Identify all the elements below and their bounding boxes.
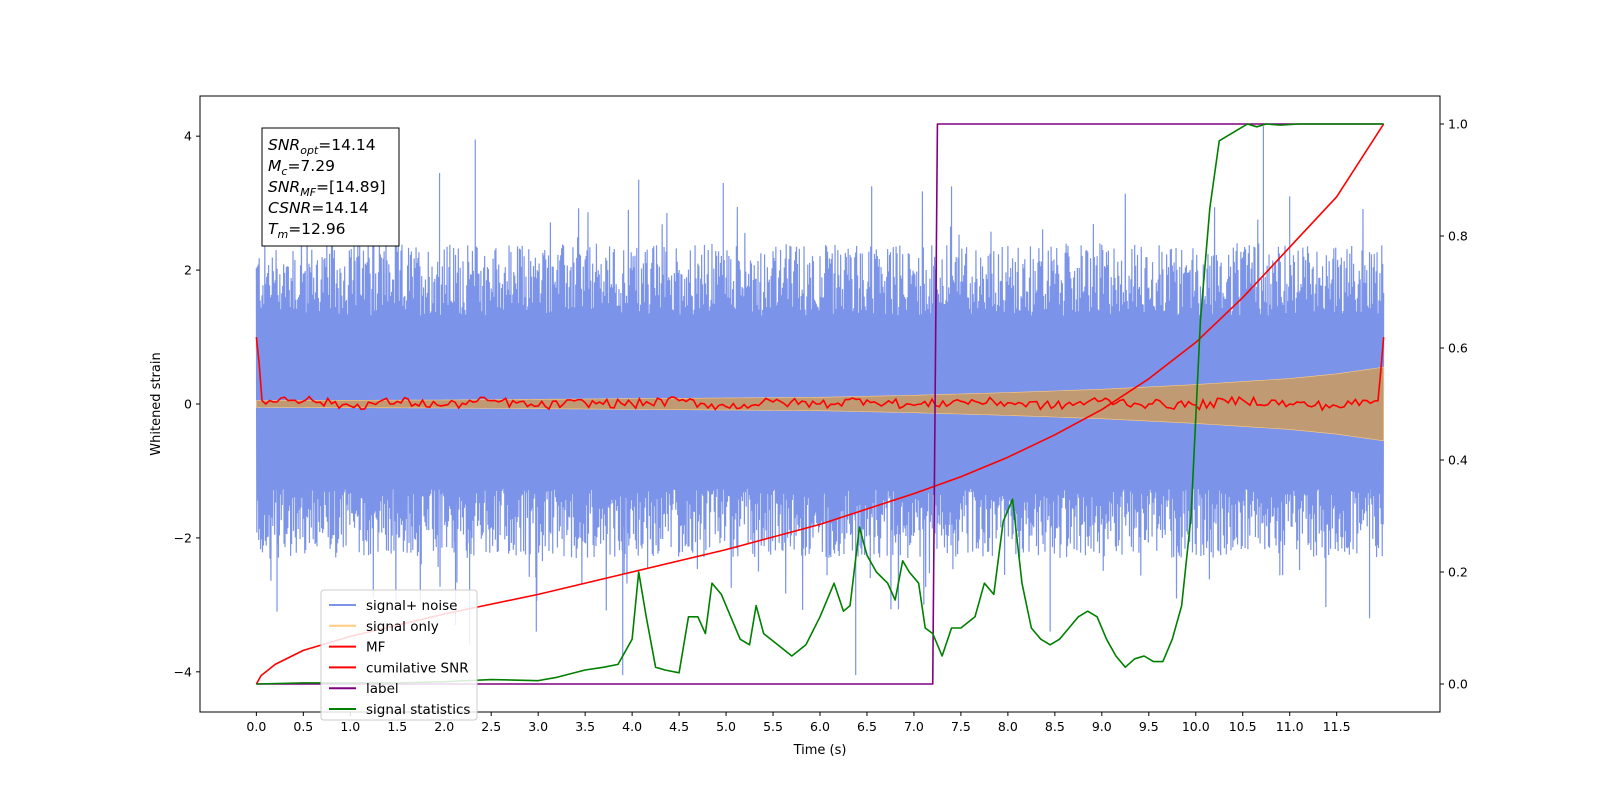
info-value: =14.14 bbox=[318, 136, 375, 154]
info-subscript: MF bbox=[300, 186, 316, 199]
info-subscript: opt bbox=[300, 144, 319, 157]
info-line: Tm=12.96 bbox=[268, 220, 346, 241]
y-axis-label: Whitened strain bbox=[149, 352, 164, 455]
x-tick-label: 2.0 bbox=[434, 719, 454, 734]
x-tick-label: 5.5 bbox=[763, 719, 783, 734]
x-tick-label: 0.5 bbox=[293, 719, 313, 734]
info-line: SNRopt=14.14 bbox=[268, 136, 376, 157]
x-tick-label: 0.0 bbox=[246, 719, 266, 734]
x-tick-label: 9.5 bbox=[1139, 719, 1159, 734]
y-tick-label: −2 bbox=[174, 530, 192, 545]
x-tick-label: 10.0 bbox=[1182, 719, 1210, 734]
info-symbol: T bbox=[268, 220, 279, 238]
info-value: =14.14 bbox=[311, 199, 368, 217]
info-box: SNRopt=14.14Mc=7.29SNRMF=[14.89]CSNR=14.… bbox=[261, 127, 400, 247]
x-tick-label: 4.0 bbox=[622, 719, 642, 734]
y-right-tick-label: 0.0 bbox=[1448, 677, 1468, 692]
x-tick-label: 5.0 bbox=[716, 719, 736, 734]
x-tick-label: 6.5 bbox=[857, 719, 877, 734]
series-signal-statistics bbox=[256, 123, 1384, 685]
y-tick-label: 2 bbox=[184, 263, 192, 278]
legend-label: signal statistics bbox=[366, 702, 470, 718]
x-tick-label: 1.0 bbox=[340, 719, 360, 734]
x-tick-label: 6.0 bbox=[810, 719, 830, 734]
series-signal-noise bbox=[255, 126, 1385, 676]
x-tick-label: 7.5 bbox=[951, 719, 971, 734]
y-tick-label: 4 bbox=[184, 129, 192, 144]
x-tick-label: 3.0 bbox=[528, 719, 548, 734]
info-subscript: m bbox=[277, 228, 288, 241]
x-tick-label: 11.5 bbox=[1323, 719, 1351, 734]
x-tick-label: 7.0 bbox=[904, 719, 924, 734]
y-right-tick-label: 1.0 bbox=[1448, 117, 1468, 132]
info-subscript: c bbox=[281, 165, 287, 178]
x-tick-label: 3.5 bbox=[575, 719, 595, 734]
info-symbol: M bbox=[268, 157, 281, 175]
x-axis-label: Time (s) bbox=[793, 743, 847, 758]
legend-label: MF bbox=[366, 640, 385, 656]
x-tick-label: 10.5 bbox=[1229, 719, 1257, 734]
x-tick-label: 8.0 bbox=[998, 719, 1018, 734]
y-right-tick-label: 0.2 bbox=[1448, 565, 1468, 580]
x-tick-label: 8.5 bbox=[1045, 719, 1065, 734]
x-tick-label: 9.0 bbox=[1092, 719, 1112, 734]
info-value: =[14.89] bbox=[316, 178, 385, 196]
x-tick-label: 2.5 bbox=[481, 719, 501, 734]
legend: signal+ noise signal only MF cumilative SNR… bbox=[320, 589, 478, 721]
y-tick-label: −4 bbox=[174, 664, 192, 679]
info-symbol: CSNR bbox=[268, 199, 311, 217]
y-right-tick-label: 0.8 bbox=[1448, 229, 1468, 244]
info-value: =12.96 bbox=[288, 220, 345, 238]
x-tick-label: 4.5 bbox=[669, 719, 689, 734]
info-line: CSNR=14.14 bbox=[268, 199, 369, 217]
info-symbol: SNR bbox=[268, 136, 300, 154]
info-symbol: SNR bbox=[268, 178, 300, 196]
legend-label: label bbox=[366, 681, 399, 697]
info-line: SNRMF=[14.89] bbox=[268, 178, 386, 199]
info-value: =7.29 bbox=[287, 157, 335, 175]
info-line: Mc=7.29 bbox=[268, 157, 335, 178]
x-tick-label: 11.0 bbox=[1276, 719, 1304, 734]
legend-label: signal+ noise bbox=[366, 598, 457, 614]
y-right-tick-label: 0.6 bbox=[1448, 341, 1468, 356]
series-label bbox=[256, 123, 1384, 685]
ticks-layer: 0.0 0.5 1.0 1.5 2.0 2.5 3.0 3.5 4.0 4.5 5.0 5.5 6.0 6… bbox=[174, 117, 1468, 735]
y-right-tick-label: 0.4 bbox=[1448, 453, 1468, 468]
y-tick-label: 0 bbox=[184, 397, 192, 412]
legend-label: signal only bbox=[366, 619, 439, 635]
x-tick-label: 1.5 bbox=[387, 719, 407, 734]
legend-label: cumilative SNR bbox=[366, 660, 469, 676]
